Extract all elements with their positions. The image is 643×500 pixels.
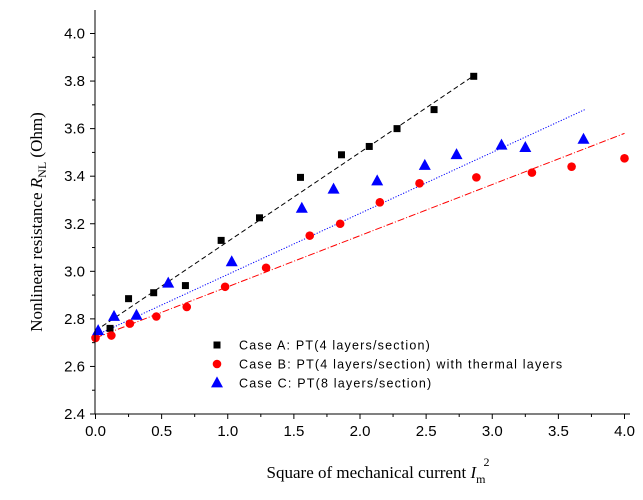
y-tick-label: 4.0 bbox=[64, 26, 85, 43]
data-point bbox=[527, 168, 537, 177]
legend-marker bbox=[213, 341, 221, 349]
axes bbox=[94, 10, 630, 415]
x-tick-label: 0.5 bbox=[151, 423, 172, 440]
x-axis-label-main: Square of mechanical current bbox=[267, 463, 471, 482]
data-point bbox=[470, 72, 478, 80]
y-tick-label: 3.8 bbox=[64, 73, 85, 90]
data-point bbox=[418, 158, 431, 170]
x-tick-label: 1.5 bbox=[283, 423, 304, 440]
data-point bbox=[225, 255, 238, 267]
x-axis-label-sup: 2 bbox=[483, 455, 489, 469]
y-ticks: 2.4 2.6 2.8 3.0 3.2 3.4 3.6 3.8 4.0 bbox=[64, 26, 95, 423]
data-point bbox=[327, 182, 340, 194]
data-point bbox=[430, 106, 438, 114]
data-point bbox=[295, 201, 308, 213]
data-point bbox=[415, 179, 424, 188]
y-tick-label: 3.0 bbox=[64, 263, 85, 280]
x-axis-label: Square of mechanical current Im 2 bbox=[267, 455, 490, 486]
x-tick-label: 3.5 bbox=[548, 423, 569, 440]
y-axis-label-main: Nonlinear resistance bbox=[27, 188, 46, 332]
data-point bbox=[450, 148, 463, 160]
data-points bbox=[91, 72, 629, 343]
legend-marker bbox=[211, 376, 223, 388]
data-point bbox=[472, 173, 481, 182]
data-point bbox=[255, 214, 263, 222]
data-point bbox=[182, 302, 192, 312]
y-axis-label-unit: (Ohm) bbox=[27, 112, 46, 162]
y-tick-label: 2.4 bbox=[64, 406, 85, 423]
y-tick-label: 2.8 bbox=[64, 311, 85, 328]
data-point bbox=[261, 263, 271, 273]
x-ticks: 0.0 0.5 1.0 1.5 2.0 2.5 3.0 3.5 4.0 bbox=[85, 414, 635, 440]
data-point bbox=[375, 198, 385, 207]
x-axis-label-var: I bbox=[469, 463, 477, 482]
data-point bbox=[108, 309, 121, 321]
data-point bbox=[217, 236, 225, 244]
data-point bbox=[371, 174, 384, 186]
legend-marker bbox=[212, 359, 222, 369]
legend-label: Case B: PT(4 layers/section) with therma… bbox=[239, 358, 563, 372]
data-point bbox=[393, 125, 401, 133]
y-tick-label: 2.6 bbox=[64, 358, 85, 375]
legend-label: Case A: PT(4 layers/section) bbox=[239, 339, 431, 353]
y-tick-label: 3.6 bbox=[64, 121, 85, 138]
legend-label: Case C: PT(8 layers/section) bbox=[239, 377, 432, 391]
data-point bbox=[577, 132, 590, 144]
data-point bbox=[181, 282, 189, 290]
data-point bbox=[495, 138, 508, 150]
data-point bbox=[162, 276, 175, 288]
data-point bbox=[125, 295, 133, 303]
fit-lines bbox=[95, 73, 625, 339]
y-axis-label-sub: NL bbox=[35, 162, 49, 178]
data-point bbox=[337, 151, 345, 159]
data-point bbox=[296, 173, 304, 181]
x-axis-label-sub: m bbox=[476, 472, 486, 486]
x-tick-label: 3.0 bbox=[482, 423, 503, 440]
data-point bbox=[106, 324, 114, 332]
x-tick-label: 4.0 bbox=[614, 423, 635, 440]
data-point bbox=[567, 162, 576, 171]
legend: Case A: PT(4 layers/section) Case B: PT(4… bbox=[211, 339, 563, 391]
data-point bbox=[152, 312, 161, 321]
data-point bbox=[130, 308, 143, 320]
data-point bbox=[107, 331, 116, 340]
y-axis-label-var: R bbox=[27, 177, 46, 189]
y-axis-label: Nonlinear resistance RNL (Ohm) bbox=[27, 112, 49, 331]
data-point bbox=[519, 141, 532, 153]
data-point bbox=[305, 231, 315, 240]
data-point bbox=[150, 289, 158, 297]
fit-line bbox=[95, 132, 625, 339]
x-tick-label: 2.5 bbox=[416, 423, 437, 440]
data-point bbox=[365, 142, 373, 150]
y-tick-label: 3.4 bbox=[64, 168, 85, 185]
data-point bbox=[335, 219, 345, 229]
x-tick-label: 0.0 bbox=[85, 423, 106, 440]
data-point bbox=[220, 282, 230, 292]
fit-line bbox=[95, 73, 477, 332]
x-tick-label: 2.0 bbox=[350, 423, 371, 440]
data-point bbox=[125, 319, 135, 328]
y-tick-label: 3.2 bbox=[64, 216, 85, 233]
data-point bbox=[620, 154, 629, 163]
x-tick-label: 1.0 bbox=[217, 423, 238, 440]
